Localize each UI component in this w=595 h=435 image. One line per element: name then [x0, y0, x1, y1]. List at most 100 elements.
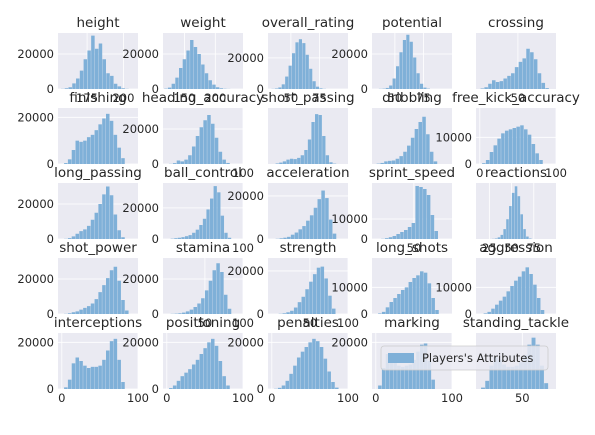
- y-tick-label: 0: [257, 232, 264, 246]
- histogram-bar: [287, 237, 291, 239]
- subplot-title: long_passing: [54, 165, 142, 181]
- histogram-bar: [76, 234, 80, 239]
- histogram-bar: [110, 76, 113, 89]
- histogram-bar: [65, 88, 68, 89]
- histogram-bar: [125, 311, 129, 315]
- y-tick-label: 20000: [17, 110, 54, 124]
- histogram-bar: [95, 49, 98, 89]
- x-tick-label: 0: [58, 391, 65, 405]
- histogram-bar: [114, 215, 118, 240]
- histogram-bar: [219, 152, 223, 164]
- histogram-bar: [542, 83, 546, 89]
- subplot-title: long_shots: [376, 240, 448, 256]
- histogram-bar: [220, 272, 224, 314]
- histogram-bar: [490, 152, 494, 164]
- y-tick-label: 0: [47, 232, 54, 246]
- y-tick-label: 20000: [331, 47, 368, 61]
- histogram-bar: [420, 271, 424, 314]
- histogram-bar: [539, 160, 543, 164]
- histogram-bar: [435, 310, 439, 314]
- histogram-bar: [329, 162, 332, 164]
- histogram-bar: [114, 339, 118, 389]
- legend-label: Players's Attributes: [422, 351, 533, 365]
- histogram-bar: [423, 189, 427, 239]
- histogram-bar: [177, 381, 181, 389]
- histogram-bar: [321, 191, 325, 239]
- subplot-title: ball_control: [164, 165, 242, 181]
- histogram-bar: [228, 309, 232, 314]
- histogram-bar: [396, 159, 400, 164]
- histogram-bar: [306, 55, 309, 89]
- histogram-bar: [333, 234, 337, 239]
- x-tick-label: 100: [232, 241, 254, 255]
- histogram-bar: [117, 360, 121, 389]
- histogram-bar: [412, 223, 416, 239]
- histogram-bar: [302, 297, 306, 314]
- y-tick-label: 20000: [17, 335, 54, 349]
- histogram-bar: [102, 360, 106, 389]
- histogram-bar: [392, 161, 396, 165]
- histogram-bar: [114, 135, 118, 164]
- histogram-bar: [121, 158, 125, 164]
- histogram-bar: [326, 155, 329, 164]
- histogram-bar: [538, 73, 542, 89]
- histogram-bar: [91, 135, 95, 164]
- histogram-bar: [217, 192, 220, 239]
- y-tick-label: 20000: [122, 201, 159, 215]
- histogram-bar: [175, 78, 178, 89]
- histogram-bar: [72, 312, 76, 314]
- histogram-bar: [190, 40, 193, 89]
- x-tick-label: 0: [163, 391, 170, 405]
- histogram-bar: [509, 129, 513, 164]
- subplot-title: potential: [382, 15, 442, 31]
- histogram-bar: [384, 161, 388, 164]
- subplot-title: dribbling: [382, 90, 442, 106]
- histogram-bar: [98, 124, 102, 164]
- histogram-bar: [522, 271, 526, 314]
- histogram-bar: [169, 388, 173, 389]
- histogram-bar: [188, 155, 192, 164]
- histogram-bar: [434, 231, 438, 239]
- subplot-title: short_passing: [261, 90, 354, 106]
- histogram-bar: [179, 68, 182, 89]
- histogram-bar: [298, 302, 302, 314]
- histogram-bar: [393, 236, 397, 239]
- histogram-bar: [91, 367, 95, 389]
- histogram-bar: [313, 274, 317, 314]
- histogram-bar: [114, 267, 118, 314]
- histogram-bar: [203, 120, 207, 164]
- histogram-bar: [289, 374, 293, 389]
- histogram-bar: [64, 163, 68, 164]
- histogram-bar: [121, 88, 124, 89]
- histogram-bar: [68, 238, 72, 239]
- histogram-bar: [310, 215, 314, 239]
- histogram-bar: [405, 287, 409, 314]
- histogram-bar: [419, 187, 423, 239]
- histogram-bar: [199, 225, 202, 239]
- histogram-bar: [91, 304, 95, 315]
- histogram-bar: [117, 148, 121, 164]
- histogram-bar: [102, 119, 106, 165]
- histogram-bar: [283, 238, 287, 239]
- histogram-bar: [511, 73, 515, 89]
- histogram-bar: [397, 294, 401, 314]
- histogram-bar: [68, 313, 72, 314]
- histogram-bar: [524, 129, 528, 164]
- histogram-bar: [302, 226, 306, 239]
- subplot-title: overall_rating: [262, 15, 355, 31]
- histogram-bar: [103, 59, 106, 89]
- histogram-bar: [324, 278, 328, 314]
- histogram-bar: [422, 117, 426, 164]
- histogram-bar: [507, 76, 511, 89]
- y-tick-label: 0: [361, 232, 368, 246]
- histogram-bar: [72, 150, 76, 164]
- histogram-bar: [181, 237, 184, 239]
- histogram-bar: [196, 230, 199, 239]
- histogram-bar: [279, 238, 283, 239]
- histogram-bar: [420, 84, 423, 89]
- histogram-bar: [286, 312, 290, 314]
- legend: Players's Attributes: [381, 346, 548, 370]
